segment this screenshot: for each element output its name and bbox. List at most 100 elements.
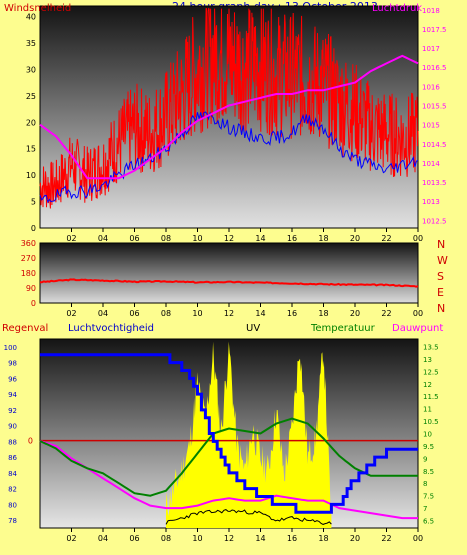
temperature-y-tick-label: 12.5 [423, 368, 439, 376]
temperature-y-tick-label: 9.5 [423, 443, 434, 451]
pressure-y-tick-label: 1013 [422, 198, 440, 206]
uv-axis-label: UV [246, 323, 260, 334]
pressure-y-tick-label: 1015.5 [422, 103, 447, 111]
direction-y-tick-label: 360 [21, 239, 36, 248]
temperature-y-tick-label: 8.5 [423, 468, 434, 476]
temperature-line [39, 417, 418, 497]
humidity-y-tick-label: 88 [8, 438, 17, 446]
climate-x-tick-label: 12 [224, 534, 234, 543]
humidity-y-tick-label: 96 [8, 375, 17, 383]
direction-x-tick-label: 18 [318, 309, 328, 318]
humidity-y-tick-label: 94 [8, 391, 17, 399]
direction-x-tick-label: 08 [161, 309, 171, 318]
temperature-y-tick-label: 7.5 [423, 493, 434, 501]
direction-y-tick-label: 0 [31, 299, 36, 308]
climate-x-tick-label: 22 [381, 534, 391, 543]
direction-x-tick-label: 16 [287, 309, 297, 318]
rain-axis-label: Regenval [2, 323, 48, 334]
wind-x-tick-label: 18 [318, 234, 328, 243]
wind-y-tick-label: 20 [26, 118, 36, 127]
humidity-y-tick-label: 78 [8, 517, 17, 525]
direction-x-tick-label: 02 [66, 309, 76, 318]
compass-label: N [437, 302, 445, 315]
temperature-y-tick-label: 10 [423, 431, 432, 439]
rainfall-line [165, 509, 332, 525]
pressure-y-tick-label: 1014 [422, 160, 440, 168]
climate-x-tick-label: 20 [350, 534, 360, 543]
humidity-axis-label: Luchtvochtigheid [68, 323, 154, 334]
humidity-y-tick-label: 84 [8, 470, 17, 478]
humidity-y-tick-label: 92 [8, 407, 17, 415]
climate-x-tick-label: 10 [192, 534, 202, 543]
wind-axis-label: Windsnelheid [4, 3, 71, 14]
wind-x-tick-label: 16 [287, 234, 297, 243]
wind-x-tick-label: 06 [129, 234, 139, 243]
direction-y-tick-label: 90 [26, 284, 36, 293]
wind-y-tick-label: 40 [26, 13, 36, 22]
climate-x-tick-label: 04 [98, 534, 108, 543]
pressure-axis-label: Luchtdruk [372, 3, 422, 14]
humidity-y-tick-label: 86 [8, 454, 17, 462]
direction-x-tick-label: 12 [224, 309, 234, 318]
temperature-y-tick-label: 7 [423, 505, 427, 513]
wind-y-tick-label: 25 [26, 92, 36, 101]
wind-y-tick-label: 30 [26, 65, 36, 74]
wind-x-tick-label: 22 [381, 234, 391, 243]
direction-x-tick-label: 10 [192, 309, 202, 318]
temperature-y-tick-label: 6.5 [423, 518, 434, 526]
pressure-y-tick-label: 1016.5 [422, 64, 447, 72]
wind-x-tick-label: 20 [350, 234, 360, 243]
climate-x-tick-label: 06 [129, 534, 139, 543]
pressure-y-tick-label: 1012.5 [422, 217, 447, 225]
temperature-y-tick-label: 11.5 [423, 393, 439, 401]
pressure-y-tick-label: 1017.5 [422, 26, 447, 34]
compass-label: E [437, 286, 444, 299]
wind-gust-line [39, 111, 419, 204]
temperature-y-tick-label: 10.5 [423, 418, 439, 426]
direction-x-tick-label: 20 [350, 309, 360, 318]
wind-y-tick-label: 5 [31, 198, 36, 207]
wind-x-tick-label: 02 [66, 234, 76, 243]
dewpoint-axis-label: Dauwpunt [392, 323, 443, 334]
pressure-y-tick-label: 1015 [422, 122, 440, 130]
wind-x-tick-label: 08 [161, 234, 171, 243]
direction-x-tick-label: 06 [129, 309, 139, 318]
dewpoint-line [39, 440, 418, 520]
climate-x-tick-label: 18 [318, 534, 328, 543]
humidity-line [40, 353, 418, 514]
climate-x-tick-label: 02 [66, 534, 76, 543]
pressure-y-tick-label: 1016 [422, 83, 440, 91]
temperature-y-tick-label: 8 [423, 480, 427, 488]
compass-label: W [437, 254, 448, 267]
wind-y-tick-label: 15 [26, 145, 36, 154]
wind-y-tick-label: 0 [31, 224, 36, 233]
humidity-y-tick-label: 98 [8, 360, 17, 368]
pressure-line [39, 54, 419, 180]
climate-x-tick-label: 16 [287, 534, 297, 543]
humidity-y-tick-label: 80 [8, 501, 17, 509]
direction-x-tick-label: 22 [381, 309, 391, 318]
climate-x-tick-label: 00 [413, 534, 423, 543]
humidity-y-tick-label: 100 [4, 344, 17, 352]
temperature-axis-label: Temperatuur [310, 323, 376, 334]
temperature-y-tick-label: 13.5 [423, 343, 439, 351]
wind-x-tick-label: 14 [255, 234, 265, 243]
direction-y-tick-label: 270 [21, 254, 36, 263]
wind-direction-line [40, 278, 419, 288]
wind-x-tick-label: 12 [224, 234, 234, 243]
direction-x-tick-label: 04 [98, 309, 108, 318]
pressure-y-tick-label: 1013.5 [422, 179, 447, 187]
humidity-y-tick-label: 82 [8, 486, 17, 494]
humidity-y-tick-label: 90 [8, 423, 17, 431]
pressure-y-tick-label: 1014.5 [422, 141, 447, 149]
wind-y-tick-label: 10 [26, 171, 36, 180]
pressure-y-tick-label: 1018 [422, 7, 440, 15]
wind-x-tick-label: 04 [98, 234, 108, 243]
compass-label: N [437, 238, 445, 251]
compass-label: S [437, 270, 444, 283]
direction-y-tick-label: 180 [21, 269, 36, 278]
temperature-y-tick-label: 11 [423, 406, 432, 414]
wind-y-tick-label: 35 [26, 39, 36, 48]
